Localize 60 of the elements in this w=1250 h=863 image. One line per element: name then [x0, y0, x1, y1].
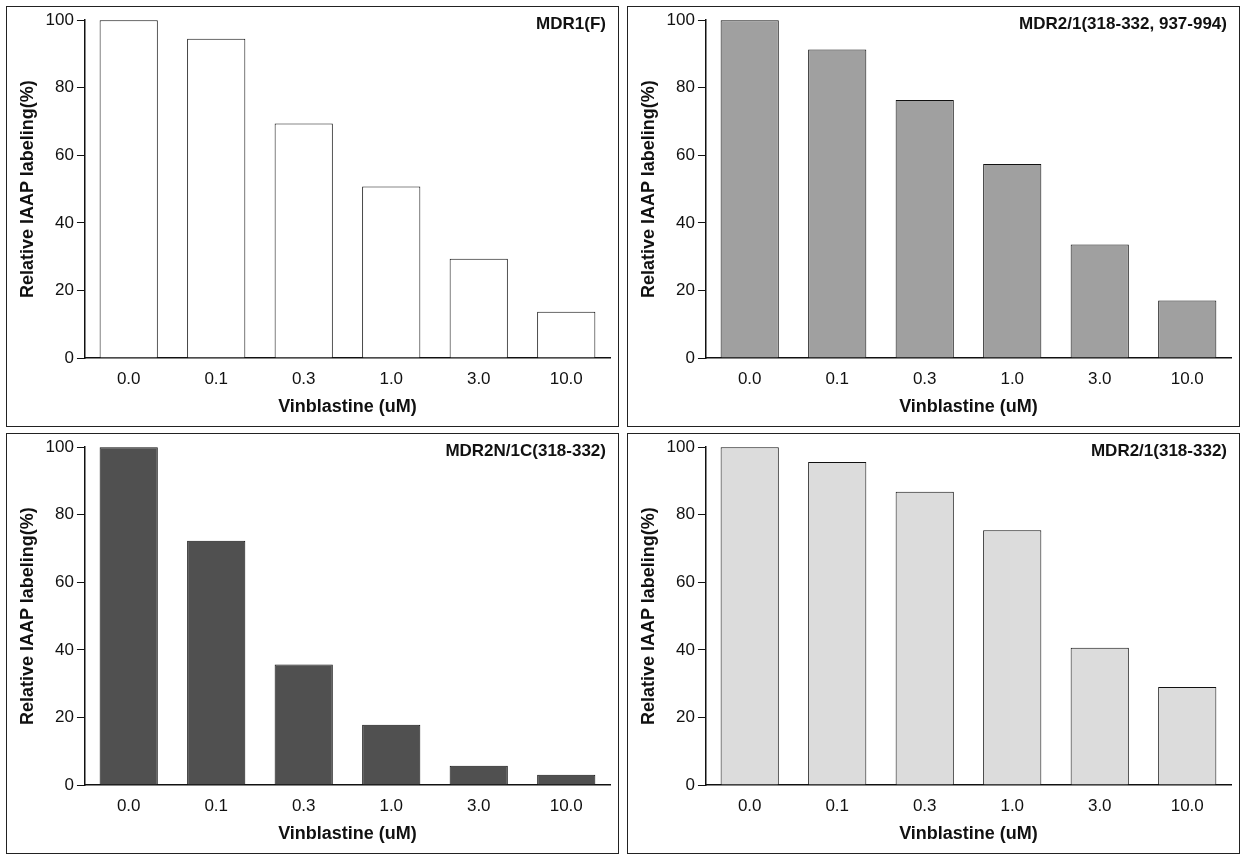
x-axis-title: Vinblastine (uM)	[899, 823, 1038, 844]
chart-title: MDR2/1(318-332)	[1090, 441, 1227, 461]
x-tick-label: 0.3	[291, 795, 316, 815]
chart-title: MDR2N/1C(318-332)	[445, 441, 606, 461]
y-axis-title: Relative IAAP labeling(%)	[637, 80, 658, 298]
y-tick-label: 80	[676, 77, 695, 97]
x-tick-label: 3.0	[466, 795, 491, 815]
y-tick-label: 60	[55, 145, 74, 165]
x-axis-title: Vinblastine (uM)	[899, 396, 1038, 417]
x-tick-label: 10.0	[1170, 795, 1204, 815]
y-tick-label: 60	[55, 572, 74, 592]
x-tick-label: 10.0	[549, 368, 583, 388]
x-tick-label: 3.0	[1087, 368, 1112, 388]
y-tick-label: 100	[666, 436, 695, 456]
x-tick-label: 1.0	[1000, 795, 1025, 815]
y-tick-label: 100	[45, 9, 74, 29]
y-tick-label: 80	[676, 504, 695, 524]
x-tick-label: 0.0	[116, 368, 141, 388]
chart-title: MDR1(F)	[536, 14, 606, 34]
y-axis-title: Relative IAAP labeling(%)	[637, 507, 658, 725]
x-tick-label: 0.0	[737, 368, 762, 388]
y-axis-title: Relative IAAP labeling(%)	[16, 507, 37, 725]
x-tick-label: 0.1	[825, 795, 850, 815]
x-tick-label: 0.1	[825, 368, 850, 388]
x-tick-label: 10.0	[549, 795, 583, 815]
y-tick-label: 80	[55, 504, 74, 524]
y-tick-label: 20	[676, 280, 695, 300]
y-tick-label: 0	[64, 774, 74, 794]
y-tick-label: 40	[55, 639, 74, 659]
y-tick-label: 0	[685, 347, 695, 367]
y-tick-label: 0	[64, 347, 74, 367]
y-tick-label: 100	[666, 9, 695, 29]
y-tick-label: 80	[55, 77, 74, 97]
x-tick-label: 0.3	[912, 368, 937, 388]
y-axis-title: Relative IAAP labeling(%)	[16, 80, 37, 298]
x-tick-label: 0.0	[737, 795, 762, 815]
y-tick-label: 100	[45, 436, 74, 456]
y-tick-label: 40	[55, 212, 74, 232]
y-tick-label: 20	[676, 707, 695, 727]
x-tick-label: 0.1	[204, 795, 229, 815]
x-tick-label: 3.0	[1087, 795, 1112, 815]
x-tick-label: 1.0	[1000, 368, 1025, 388]
y-tick-label: 0	[685, 774, 695, 794]
x-tick-label: 0.3	[912, 795, 937, 815]
y-tick-label: 60	[676, 572, 695, 592]
x-axis-title: Vinblastine (uM)	[278, 396, 417, 417]
y-tick-label: 60	[676, 145, 695, 165]
x-axis-title: Vinblastine (uM)	[278, 823, 417, 844]
x-tick-label: 10.0	[1170, 368, 1204, 388]
y-tick-label: 20	[55, 707, 74, 727]
y-tick-label: 20	[55, 280, 74, 300]
y-tick-label: 40	[676, 639, 695, 659]
y-tick-label: 40	[676, 212, 695, 232]
x-tick-label: 3.0	[466, 368, 491, 388]
x-tick-label: 0.0	[116, 795, 141, 815]
x-tick-label: 0.1	[204, 368, 229, 388]
x-tick-label: 1.0	[379, 368, 404, 388]
chart-title: MDR2/1(318-332, 937-994)	[1019, 14, 1227, 34]
x-tick-label: 0.3	[291, 368, 316, 388]
x-tick-label: 1.0	[379, 795, 404, 815]
